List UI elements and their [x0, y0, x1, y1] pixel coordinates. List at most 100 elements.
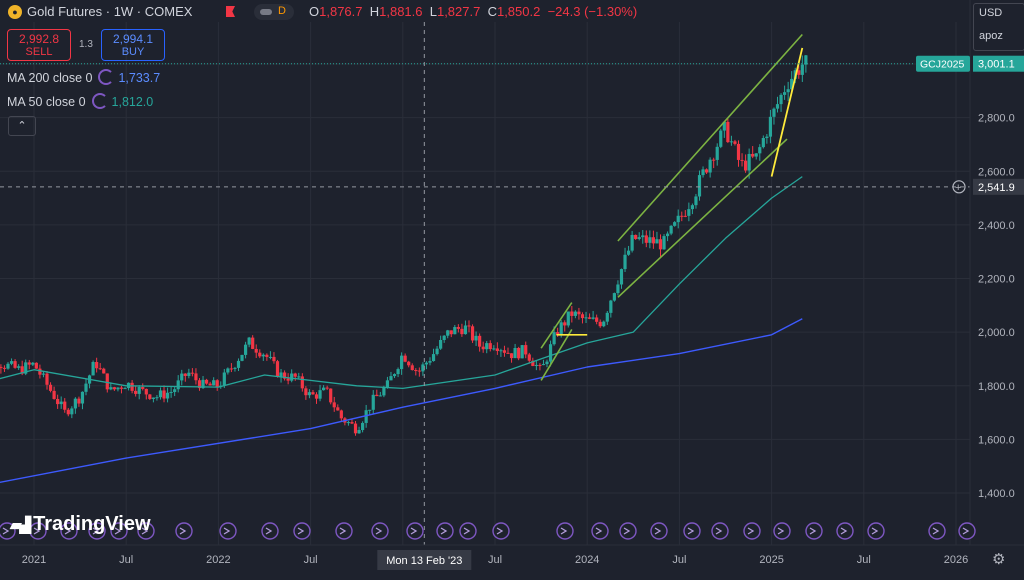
candle-body: [336, 407, 340, 411]
candle-body: [215, 380, 219, 388]
candle-body: [467, 325, 471, 327]
ma50-line: [0, 176, 803, 390]
eye-icon: [260, 9, 272, 15]
candle-body: [233, 367, 237, 369]
candle-body: [648, 237, 652, 243]
candle-body: [421, 364, 425, 372]
collapse-indicators-button[interactable]: ⌃: [8, 116, 36, 136]
candle-body: [84, 383, 88, 392]
candle-body: [563, 322, 567, 326]
candle-body: [499, 350, 503, 352]
flag-icon[interactable]: [226, 6, 235, 17]
candle-body: [478, 335, 482, 347]
candle-body: [24, 362, 28, 374]
add-alert-icon: [952, 180, 966, 194]
sell-label: SELL: [25, 46, 53, 58]
candle-body: [73, 398, 77, 409]
price-tick-label: 1,600.0: [978, 434, 1015, 446]
buy-button[interactable]: 2,994.1 BUY: [101, 29, 165, 61]
candle-body: [155, 397, 159, 399]
tradingview-icon: ▰▟: [10, 517, 31, 534]
candle-body: [424, 362, 429, 365]
cycle-icon: [91, 93, 108, 109]
candle-body: [311, 392, 315, 395]
indicator-ma50[interactable]: MA 50 close 0 1,812.0: [7, 93, 153, 109]
candle-body: [566, 311, 570, 326]
price-tick-label: 1,800.0: [978, 381, 1015, 393]
price-tick-label: 2,000.0: [978, 327, 1015, 339]
candle-body: [13, 361, 17, 368]
time-tick-label: 2026: [944, 554, 968, 566]
arrow-icon: [92, 527, 100, 535]
candle-body: [396, 369, 400, 375]
indicator-ma200-value: 1,733.7: [118, 71, 161, 85]
sell-button[interactable]: 2,992.8 SELL: [7, 29, 71, 61]
candle-body: [761, 138, 765, 148]
candle-body: [286, 378, 290, 381]
candle-body: [34, 362, 38, 369]
candle-body: [254, 348, 258, 353]
candle-body: [364, 410, 368, 423]
candle-body: [751, 153, 755, 157]
candle-body: [66, 409, 70, 415]
candle-body: [265, 354, 269, 357]
candle-body: [247, 337, 251, 345]
candle-body: [616, 284, 620, 294]
candle-body: [279, 372, 283, 377]
candle-body: [17, 366, 21, 368]
candle-body: [38, 368, 42, 375]
candle-body: [580, 314, 585, 319]
candle-body: [704, 169, 709, 173]
candle-body: [119, 387, 124, 389]
candle-body: [449, 330, 453, 335]
interval-badge: D: [278, 5, 286, 17]
candle-body: [538, 364, 542, 366]
visibility-toggle[interactable]: D: [254, 4, 294, 20]
gear-icon[interactable]: ⚙: [992, 551, 1006, 568]
time-tick-label: Jul: [857, 554, 871, 566]
candle-body: [559, 322, 563, 336]
symbol-title[interactable]: Gold Futures · 1W · COMEX: [27, 4, 193, 19]
candle-body: [612, 293, 616, 301]
arrow-icon: [871, 527, 879, 535]
indicator-ma200[interactable]: MA 200 close 0 1,733.7: [7, 69, 160, 85]
candle-body: [513, 347, 517, 359]
candle-body: [27, 362, 31, 365]
candle-body: [243, 344, 248, 355]
arrow-icon: [654, 527, 662, 535]
candle-body: [325, 387, 329, 389]
candle-body: [314, 394, 319, 399]
candle-body: [141, 387, 145, 389]
candle-body: [474, 335, 478, 341]
currency-selector[interactable]: USD apoz: [973, 3, 1024, 51]
arrow-icon: [962, 527, 970, 535]
buy-label: BUY: [121, 46, 145, 58]
candle-body: [304, 388, 308, 396]
buy-price: 2,994.1: [112, 32, 154, 46]
indicator-ma200-name: MA 200 close 0: [7, 71, 93, 85]
unit-label: apoz: [979, 30, 1003, 42]
candle-body: [470, 326, 475, 341]
channel-lower-line: [617, 138, 788, 298]
spread-value: 1.3: [79, 39, 93, 50]
candle-body: [800, 64, 804, 75]
ma200-line: [0, 318, 803, 484]
candle-body: [740, 159, 744, 161]
candle-body: [63, 401, 67, 410]
candle-body: [733, 141, 737, 144]
ohlc-change: −24.3 (−1.30%): [547, 4, 638, 19]
candle-body: [70, 408, 74, 415]
time-tick-label: 2021: [22, 554, 46, 566]
candle-body: [531, 360, 535, 366]
currency-label: USD: [979, 7, 1003, 19]
candle-body: [194, 373, 198, 381]
candle-body: [95, 362, 99, 369]
tradingview-logo: ▰▟ TradingView: [10, 513, 151, 535]
arrow-icon: [33, 527, 41, 535]
candle-body: [158, 390, 163, 398]
candle-body: [715, 146, 719, 160]
arrow-icon: [297, 527, 305, 535]
last-price-label: 3,001.1: [978, 59, 1015, 71]
